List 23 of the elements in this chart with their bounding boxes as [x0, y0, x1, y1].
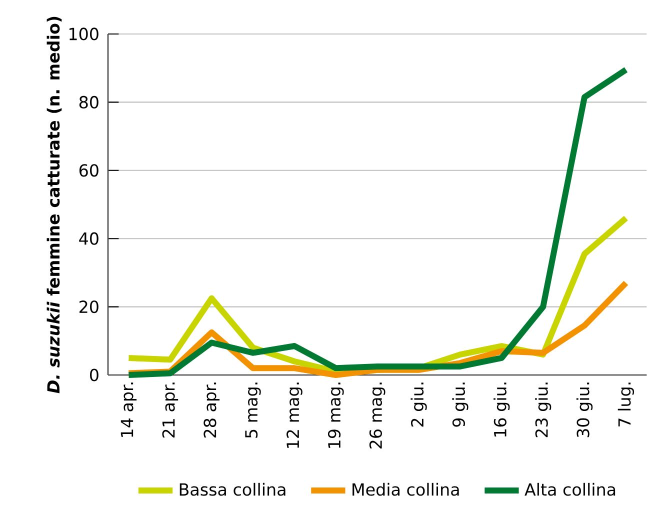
legend-label: Media collina	[352, 482, 459, 496]
x-tick-label: 21 apr.	[162, 382, 178, 438]
legend-label: Bassa collina	[180, 482, 286, 496]
x-tick-label: 26 mag.	[369, 382, 386, 448]
x-tick-label: 12 mag.	[286, 382, 302, 448]
x-tick-label: 7 lug.	[618, 382, 634, 426]
x-tick-label: 28 apr.	[204, 382, 220, 438]
legend-label: Alta collina	[524, 482, 616, 496]
x-tick-label: 5 mag.	[245, 382, 261, 438]
y-tick-label: 0	[90, 368, 98, 382]
x-tick-label: 2 giu.	[410, 382, 427, 427]
y-tick-label: 60	[79, 164, 98, 177]
x-tick-label: 19 mag.	[328, 382, 344, 448]
y-axis-title: D. suzukii femmine catturate (n. medio)	[46, 16, 62, 394]
x-tick-label: 16 giu.	[494, 382, 510, 437]
x-tick-label: 9 giu.	[452, 382, 468, 427]
x-tick-label: 23 giu.	[535, 382, 552, 438]
y-tick-label: 80	[79, 96, 98, 108]
x-tick-label: 30 giu.	[576, 382, 593, 438]
y-tick-label: 40	[79, 232, 98, 245]
y-tick-label: 100	[70, 28, 98, 40]
y-tick-label: 20	[80, 300, 98, 314]
x-tick-label: 14 apr.	[120, 382, 137, 437]
